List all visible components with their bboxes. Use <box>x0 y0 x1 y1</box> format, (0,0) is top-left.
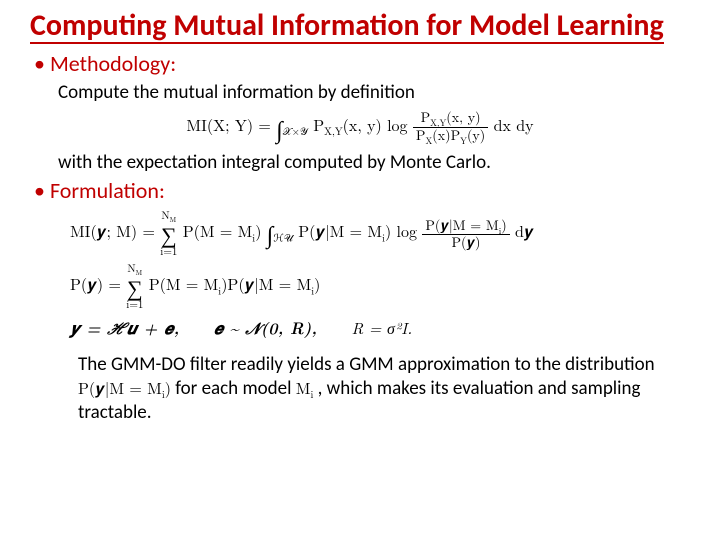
eq3-p2: 𝒆 ~ 𝒩(0, R), <box>214 316 317 339</box>
frac-den-px-arg: (x) <box>432 125 450 145</box>
eq1-py-close: ) log <box>385 219 417 242</box>
eq-diff: dx dy <box>494 113 534 136</box>
integral-symbol: ∫ <box>276 111 283 145</box>
eq3-p1: 𝒚 = ℋ𝒖 + 𝒆, <box>70 316 179 339</box>
eq1-diff: d𝒚 <box>515 219 534 242</box>
integral-sub: 𝒳×𝒴 <box>283 124 308 139</box>
eq1-py: P(𝒚|M = M <box>298 219 382 242</box>
eq2-t2: P(𝒚|M = M <box>227 272 311 295</box>
eq1-frac-num-close: ) <box>501 215 506 235</box>
formulation-eq2: P(𝒚) = NM ∑ i=1 P(M = Mi)P(𝒚|M = Mi) <box>70 263 690 310</box>
eq1-frac-den: P(𝒚) <box>422 235 509 249</box>
frac-den-py-sub: Y <box>460 134 467 147</box>
eq1-pm: P(M = M <box>183 219 253 242</box>
eq2-t1: P(M = M <box>149 272 219 295</box>
p-joint-sub: X,Y <box>324 124 342 139</box>
p-joint-arg: (x, y) log <box>343 113 408 136</box>
methodology-heading: Methodology: <box>34 50 690 77</box>
eq1-frac: P(𝒚|M = Mi) P(𝒚) <box>422 218 509 250</box>
eq1-int-sub: ℋ𝒰 <box>273 230 293 245</box>
eq1-lhs: MI(𝒚; M) = <box>70 219 155 242</box>
slide-title: Computing Mutual Information for Model L… <box>30 10 664 44</box>
eq2-sum-bot: i=1 <box>126 299 143 310</box>
p-joint: P <box>313 113 324 136</box>
closing-math: P(𝒚|M = M <box>78 376 162 399</box>
eq1-sum: NM ∑ i=1 <box>160 210 177 257</box>
methodology-line1: Compute the mutual information by defini… <box>58 81 690 105</box>
formulation-eq3: 𝒚 = ℋ𝒖 + 𝒆, 𝒆 ~ 𝒩(0, R), R = σ²I. <box>70 316 690 339</box>
methodology-equation: MI(X; Y) = ∫𝒳×𝒴 PX,Y(x, y) log PX,Y(x, y… <box>30 110 690 145</box>
eq1-sum-bot: i=1 <box>160 246 177 257</box>
eq1-pm-close: ) <box>255 219 261 242</box>
eq2-lhs: P(𝒚) = <box>70 272 121 295</box>
closing-b: for each model <box>171 377 296 400</box>
formulation-eq1: MI(𝒚; M) = NM ∑ i=1 P(M = Mi) ∫ℋ𝒰 P(𝒚|M … <box>70 210 690 257</box>
eq3-p3: R = σ²I. <box>352 316 413 339</box>
fraction: PX,Y(x, y) PX(x)PY(y) <box>413 110 488 145</box>
closing-a: The GMM-DO filter readily yields a GMM a… <box>78 353 655 376</box>
eq2-sum: NM ∑ i=1 <box>126 263 143 310</box>
frac-den-py-arg: (y) <box>467 125 485 145</box>
frac-den-py: P <box>451 125 461 145</box>
closing-model: M <box>296 376 311 399</box>
frac-den-px: P <box>416 125 426 145</box>
methodology-line2: with the expectation integral computed b… <box>58 151 690 175</box>
eq-lhs: MI(X; Y) = <box>186 113 270 136</box>
formulation-heading: Formulation: <box>34 177 690 204</box>
eq1-int: ∫ <box>267 216 274 250</box>
eq2-t2-close: ) <box>314 272 320 295</box>
slide: Computing Mutual Information for Model L… <box>0 0 720 540</box>
formulation-closing: The GMM-DO filter readily yields a GMM a… <box>78 353 670 425</box>
